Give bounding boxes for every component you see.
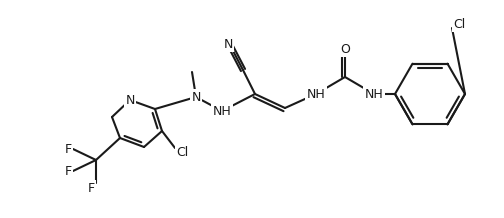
Text: Cl: Cl [176, 145, 188, 158]
Text: NH: NH [213, 104, 231, 118]
Text: NH: NH [364, 87, 384, 100]
Text: N: N [125, 94, 135, 107]
Text: N: N [223, 37, 233, 51]
Text: F: F [65, 165, 72, 177]
Text: O: O [340, 43, 350, 56]
Text: NH: NH [306, 87, 326, 100]
Text: Cl: Cl [453, 17, 465, 31]
Text: F: F [87, 182, 95, 194]
Text: F: F [65, 143, 72, 155]
Text: N: N [192, 90, 201, 104]
